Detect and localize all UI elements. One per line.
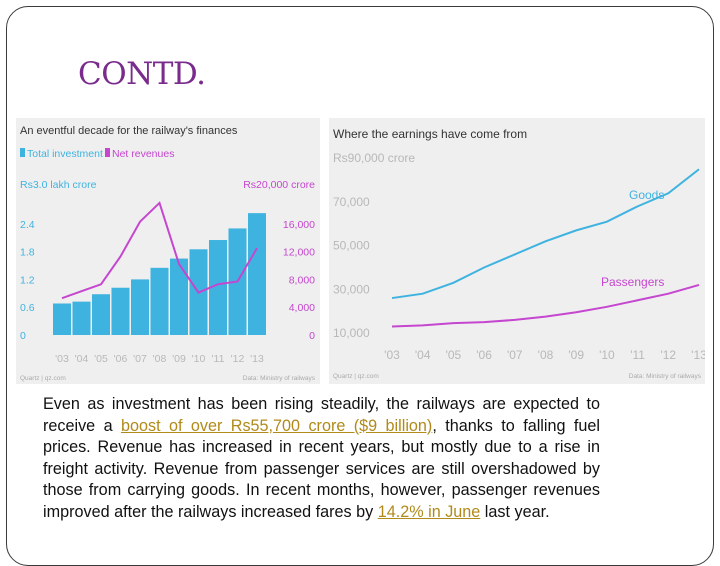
- x-tick-label: '09: [172, 353, 186, 365]
- x-tick-label: '10: [192, 353, 206, 365]
- series-label-passengers: Passengers: [601, 275, 664, 289]
- investment-bar: [209, 240, 227, 335]
- investment-bar: [72, 301, 91, 335]
- x-tick-label: '06: [476, 348, 492, 362]
- left-tick-label: 1.8: [20, 247, 35, 259]
- slide-title: CONTD.: [78, 56, 206, 92]
- series-label-goods: Goods: [629, 188, 664, 202]
- right-tick-label: 16,000: [283, 219, 315, 231]
- body-text-span: last year.: [480, 502, 550, 521]
- x-tick-label: '06: [114, 353, 128, 365]
- chart-source: Quartz | qz.com: [333, 373, 379, 380]
- x-tick-label: '11: [212, 353, 225, 365]
- right-tick-label: 4,000: [289, 302, 315, 314]
- x-tick-label: '03: [55, 353, 69, 365]
- investment-bar: [111, 287, 130, 335]
- investment-bar: [131, 279, 149, 335]
- chart-credit: Data: Ministry of railways: [243, 375, 316, 382]
- chart-title: An eventful decade for the railway's fin…: [20, 125, 238, 137]
- y-tick-label: 70,000: [333, 195, 370, 209]
- investment-bar: [53, 303, 71, 335]
- x-tick-label: '09: [568, 348, 584, 362]
- finances-chart: An eventful decade for the railway's fin…: [20, 125, 316, 382]
- x-tick-label: '12: [660, 348, 676, 362]
- earnings-chart: Where the earnings have come from Rs90,00…: [333, 127, 705, 380]
- x-tick-label: '08: [538, 348, 554, 362]
- right-tick-label: 12,000: [283, 247, 315, 259]
- right-tick-label: 0: [309, 330, 315, 342]
- goods-line: [391, 168, 700, 300]
- investment-bar: [92, 294, 110, 335]
- finances-chart-panel: An eventful decade for the railway's fin…: [16, 118, 320, 384]
- x-tick-label: '13: [691, 348, 705, 362]
- x-tick-label: '12: [231, 353, 245, 365]
- left-tick-label: 1.2: [20, 274, 35, 286]
- investment-bar: [170, 258, 188, 335]
- x-tick-label: '10: [599, 348, 615, 362]
- x-tick-label: '04: [75, 353, 89, 365]
- passengers-line: [391, 284, 700, 328]
- right-tick-label: 8,000: [289, 274, 315, 286]
- x-tick-label: '08: [153, 353, 167, 365]
- earnings-chart-panel: Where the earnings have come from Rs90,00…: [329, 118, 705, 384]
- body-paragraph: Even as investment has been rising stead…: [43, 394, 600, 524]
- y-axis-unit-label: Rs90,000 crore: [333, 151, 415, 165]
- x-tick-label: '04: [415, 348, 431, 362]
- body-text-span: , thanks to falling fuel prices. Revenue…: [43, 416, 600, 521]
- y-tick-label: 50,000: [333, 239, 370, 253]
- y-tick-label: 10,000: [333, 326, 370, 340]
- x-tick-label: '03: [384, 348, 400, 362]
- highlighted-text: 14.2% in June: [377, 502, 481, 521]
- net-revenues-line: [61, 201, 258, 300]
- left-tick-label: 0.6: [20, 302, 35, 314]
- investment-bar: [150, 267, 169, 335]
- legend-label: Total investment: [27, 148, 103, 160]
- left-tick-label: 2.4: [20, 219, 35, 231]
- x-tick-label: '05: [94, 353, 108, 365]
- legend-swatch-investment: [20, 148, 25, 157]
- x-tick-label: '13: [250, 353, 264, 365]
- body-text-span: Even as investment has been rising stead…: [43, 395, 600, 435]
- legend-swatch-net-revenues: [105, 148, 110, 157]
- x-tick-label: '07: [507, 348, 523, 362]
- right-axis-unit-label: Rs20,000 crore: [243, 179, 315, 191]
- y-tick-label: 30,000: [333, 282, 370, 296]
- x-tick-label: '11: [630, 348, 645, 362]
- left-tick-label: 0: [20, 330, 26, 342]
- investment-bar: [248, 213, 266, 335]
- chart-source: Quartz | qz.com: [20, 375, 66, 382]
- left-axis-unit-label: Rs3.0 lakh crore: [20, 179, 97, 191]
- x-tick-label: '07: [133, 353, 147, 365]
- chart-title: Where the earnings have come from: [333, 127, 527, 141]
- highlighted-text: boost of over Rs55,700 crore ($9 billion…: [120, 416, 433, 435]
- x-tick-label: '05: [446, 348, 462, 362]
- legend-label: Net revenues: [112, 148, 174, 160]
- chart-credit: Data: Ministry of railways: [629, 373, 702, 380]
